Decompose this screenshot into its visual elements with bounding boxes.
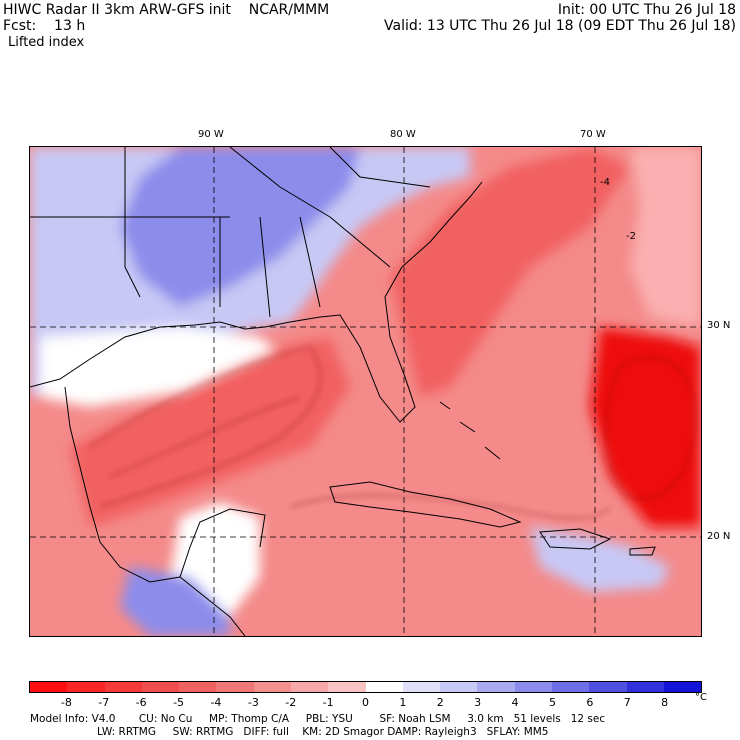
colorbar-segment — [365, 682, 403, 692]
colorbar-tick-label: 1 — [399, 696, 407, 709]
colorbar-tick-label: 5 — [548, 696, 556, 709]
state-line-1 — [124, 147, 141, 298]
model-info-line2: LW: RRTMG SW: RRTMG DIFF: full KM: 2D Sm… — [97, 726, 549, 738]
longitude-label-90w: 90 W — [198, 129, 224, 140]
contour-label-minus4: -4 — [600, 177, 610, 188]
colorbar-tick-label: -2 — [285, 696, 297, 709]
colorbar-segment — [551, 682, 590, 692]
contour-label-minus2: -2 — [626, 231, 636, 242]
valid-time: Valid: 13 UTC Thu 26 Jul 18 (09 EDT Thu … — [384, 18, 736, 34]
bahamas-1 — [439, 401, 451, 410]
colorbar-tick-label: -1 — [322, 696, 334, 709]
colorbar-tick-label: -3 — [247, 696, 259, 709]
bahamas-2 — [459, 421, 476, 433]
colorbar-tick-label: -5 — [173, 696, 185, 709]
colorbar-segment — [589, 682, 627, 692]
colorbar-tick-label: -7 — [98, 696, 110, 709]
contour-atlantic-1 — [605, 356, 696, 499]
field-name: Lifted index — [8, 35, 85, 50]
state-line-4 — [259, 216, 271, 318]
eastern-weak — [630, 147, 701, 327]
map-panel: -4 -2 — [29, 146, 702, 637]
colorbar-tick-label: -4 — [210, 696, 222, 709]
stable-core — [120, 147, 360, 307]
longitude-label-70w: 70 W — [580, 129, 606, 140]
colorbar-segment — [290, 682, 329, 692]
colorbar-segment — [440, 682, 478, 692]
latitude-label-30n: 30 N — [707, 320, 731, 331]
contour-gulf-2 — [109, 396, 301, 478]
colorbar-segment — [104, 682, 142, 692]
init-time: Init: 00 UTC Thu 26 Jul 18 — [557, 2, 736, 18]
gulf-unstable-band — [70, 337, 350, 527]
state-line-7 — [229, 147, 331, 218]
latitude-label-20n: 20 N — [707, 531, 731, 542]
longitude-label-80w: 80 W — [390, 129, 416, 140]
map-canvas: -4 -2 — [30, 147, 701, 636]
colorbar-segment — [514, 682, 552, 692]
colorbar-segment — [663, 682, 702, 692]
colorbar-tick-label: 8 — [661, 696, 669, 709]
colorbar-segment — [179, 682, 217, 692]
colorbar-segment — [216, 682, 254, 692]
central-america-stable — [120, 567, 230, 636]
bahamas-3 — [484, 446, 501, 460]
colorbar-tick-label: 7 — [623, 696, 631, 709]
colorbar-tick-label: -8 — [60, 696, 72, 709]
colorbar-segment — [402, 682, 441, 692]
colorbar-tick-label: -6 — [135, 696, 147, 709]
colorbar-segment — [67, 682, 105, 692]
model-info-line1: Model Info: V4.0 CU: No Cu MP: Thomp C/A… — [30, 713, 606, 725]
colorbar-tick-label: 6 — [586, 696, 594, 709]
puerto-rico-outline — [629, 546, 656, 556]
cuba-outline — [329, 481, 522, 528]
state-line-6 — [329, 216, 391, 268]
contour-gulf-1 — [89, 346, 321, 508]
graticule — [30, 147, 701, 636]
colorbar-segment — [477, 682, 515, 692]
colorbar-segment — [30, 682, 68, 692]
colorbar — [29, 681, 702, 693]
coastlines — [30, 147, 656, 636]
state-line-8 — [329, 147, 431, 188]
colorbar-segment — [253, 682, 291, 692]
colorbar-tick-label: 4 — [511, 696, 519, 709]
colorbar-tick-label: 0 — [362, 696, 369, 709]
mexico-coast — [64, 386, 266, 583]
colorbar-unit: °C — [695, 692, 707, 703]
colorbar-segment — [626, 682, 664, 692]
central-america-outline — [179, 576, 246, 636]
hispaniola-stable — [530, 527, 670, 592]
us-gulf-coast — [30, 181, 483, 423]
gulf-neutral — [40, 327, 290, 407]
atlantic-coast — [390, 147, 630, 397]
hispaniola-outline — [539, 528, 612, 550]
colorbar-tick-label: 3 — [474, 696, 482, 709]
atlantic-core — [590, 327, 701, 527]
colorbar-segment — [328, 682, 366, 692]
colorbar-tick-label: 2 — [436, 696, 444, 709]
model-title: HIWC Radar II 3km ARW-GFS init NCAR/MMM — [3, 2, 330, 18]
state-line-5 — [299, 216, 321, 308]
colorbar-segment — [141, 682, 180, 692]
forecast-hour: Fcst: 13 h — [3, 18, 86, 34]
contour-caribbean — [289, 495, 611, 519]
